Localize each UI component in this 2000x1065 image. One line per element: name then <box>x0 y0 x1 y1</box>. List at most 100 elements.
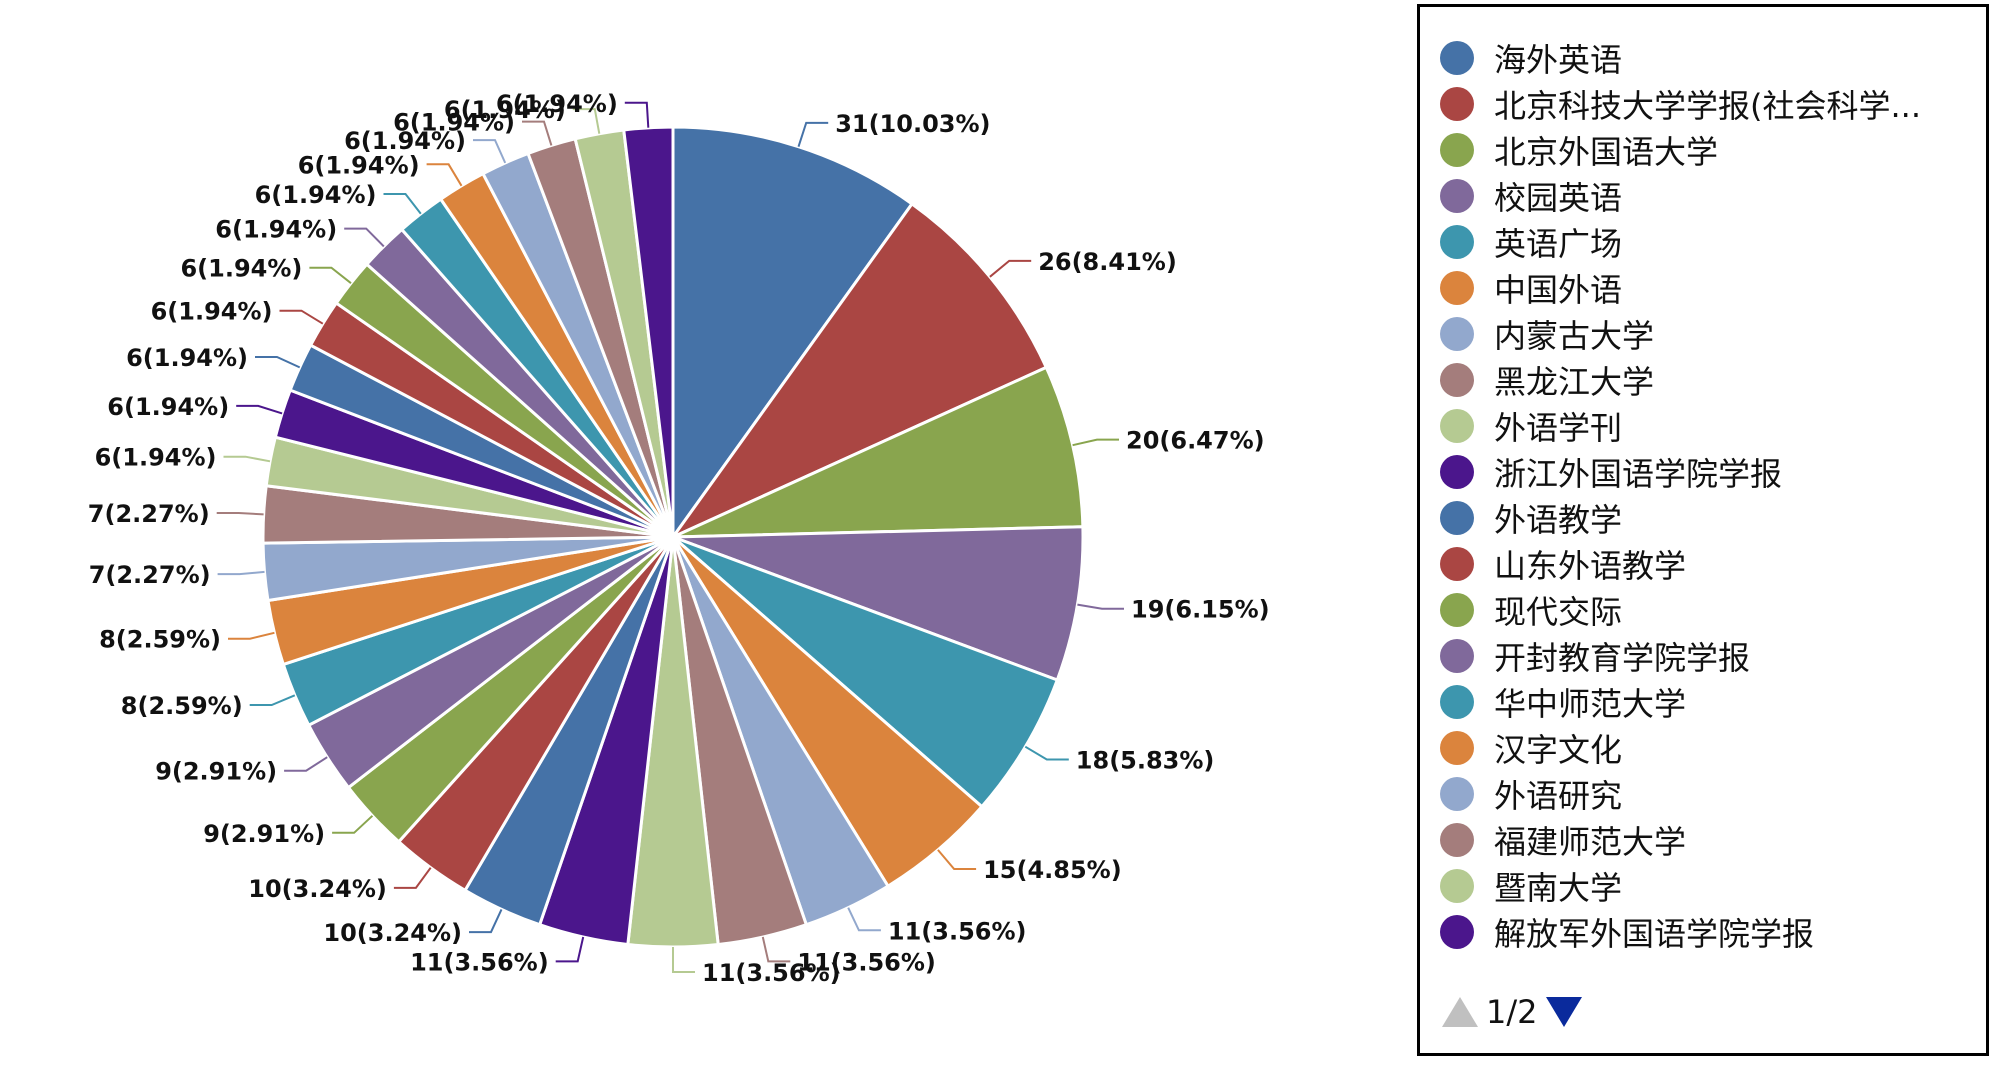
data-label: 26(8.41%) <box>1038 248 1177 276</box>
leader-line <box>255 356 301 369</box>
legend-label: 外语学刊 <box>1494 409 1623 447</box>
data-label: 6(1.94%) <box>107 393 229 421</box>
leader-line <box>217 570 265 576</box>
legend-item[interactable]: 北京外国语大学 <box>1440 127 1986 173</box>
legend-marker-icon <box>1440 501 1474 535</box>
legend-marker-icon <box>1440 41 1474 75</box>
legend-marker-icon <box>1440 225 1474 259</box>
legend-marker-icon <box>1440 869 1474 903</box>
legend-item[interactable]: 中国外语 <box>1440 265 1986 311</box>
legend-marker-icon <box>1440 685 1474 719</box>
legend-marker-icon <box>1440 363 1474 397</box>
legend-label: 解放军外国语学院学报 <box>1494 915 1815 953</box>
legend-item[interactable]: 外语学刊 <box>1440 403 1986 449</box>
legend-marker-icon <box>1440 271 1474 305</box>
leader-line <box>572 108 601 134</box>
leader-line <box>393 867 432 889</box>
data-label: 9(2.91%) <box>155 758 277 786</box>
pie-chart: 31(10.03%) 26(8.41%) 20(6.47%) 19(6.15%) 18(… <box>88 90 1270 987</box>
legend-item[interactable]: 暨南大学 <box>1440 863 1986 909</box>
data-label: 6(1.94%) <box>95 444 217 472</box>
legend-label: 北京科技大学学报(社会科学... <box>1494 87 1922 125</box>
legend-item[interactable]: 外语研究 <box>1440 771 1986 817</box>
legend-item[interactable]: 黑龙江大学 <box>1440 357 1986 403</box>
legend-item[interactable]: 山东外语教学 <box>1440 541 1986 587</box>
leader-line <box>279 309 324 325</box>
pie-slice[interactable] <box>622 125 675 539</box>
legend-label: 中国外语 <box>1494 271 1623 309</box>
data-label: 11(3.56%) <box>702 959 841 987</box>
legend: 海外英语北京科技大学学报(社会科学... 北京外国语大学校园英语英语广场中国外语内… <box>1417 4 1989 1056</box>
data-label: 6(1.94%) <box>298 151 420 179</box>
leader-line <box>223 455 271 463</box>
legend-item[interactable]: 福建师范大学 <box>1440 817 1986 863</box>
data-label: 9(2.91%) <box>203 820 325 848</box>
legend-item[interactable]: 解放军外国语学院学报 <box>1440 909 1986 955</box>
legend-item[interactable]: 汉字文化 <box>1440 725 1986 771</box>
legend-label: 英语广场 <box>1494 225 1623 263</box>
legend-next-page-icon[interactable] <box>1545 997 1582 1027</box>
legend-item[interactable]: 开封教育学院学报 <box>1440 633 1986 679</box>
legend-page-indicator: 1/2 <box>1486 993 1538 1031</box>
data-label: 8(2.59%) <box>99 626 221 654</box>
leader-line <box>426 163 463 187</box>
legend-item[interactable]: 校园英语 <box>1440 173 1986 219</box>
leader-line <box>309 266 352 284</box>
data-label: 10(3.24%) <box>248 875 387 903</box>
leader-line <box>761 936 791 963</box>
data-label: 6(1.94%) <box>393 109 515 137</box>
leader-line <box>847 907 881 932</box>
leader-line <box>989 259 1032 278</box>
pie-slice[interactable] <box>671 525 1085 682</box>
legend-marker-icon <box>1440 409 1474 443</box>
legend-item[interactable]: 北京科技大学学报(社会科学... <box>1440 81 1986 127</box>
data-label: 15(4.85%) <box>983 856 1122 884</box>
pie-slice[interactable] <box>671 365 1085 539</box>
legend-item[interactable]: 华中师范大学 <box>1440 679 1986 725</box>
leader-line <box>1024 745 1069 761</box>
leader-line <box>522 120 553 146</box>
legend-marker-icon <box>1440 455 1474 489</box>
data-label: 7(2.27%) <box>88 500 210 528</box>
data-label: 11(3.56%) <box>888 917 1027 945</box>
legend-items: 海外英语北京科技大学学报(社会科学... 北京外国语大学校园英语英语广场中国外语内… <box>1440 35 1986 982</box>
leader-line <box>555 936 585 963</box>
leader-line <box>937 849 977 870</box>
legend-item[interactable]: 内蒙古大学 <box>1440 311 1986 357</box>
legend-label: 黑龙江大学 <box>1494 363 1655 401</box>
legend-item[interactable]: 海外英语 <box>1440 35 1986 81</box>
legend-marker-icon <box>1440 317 1474 351</box>
legend-item[interactable]: 浙江外国语学院学报 <box>1440 449 1986 495</box>
leader-line <box>236 404 283 415</box>
leader-line <box>797 121 829 148</box>
legend-item[interactable]: 英语广场 <box>1440 219 1986 265</box>
legend-label: 浙江外国语学院学报 <box>1494 455 1783 493</box>
legend-item[interactable]: 外语教学 <box>1440 495 1986 541</box>
leader-line <box>216 512 264 516</box>
legend-label: 外语教学 <box>1494 501 1623 539</box>
pie-data-labels: 31(10.03%) 26(8.41%) 20(6.47%) 19(6.15%) 18(… <box>88 90 1270 987</box>
legend-label: 外语研究 <box>1494 777 1623 815</box>
legend-label: 福建师范大学 <box>1494 823 1687 861</box>
legend-label: 内蒙古大学 <box>1494 317 1655 355</box>
legend-label: 华中师范大学 <box>1494 685 1687 723</box>
legend-label: 开封教育学院学报 <box>1494 639 1751 677</box>
data-label: 7(2.27%) <box>89 561 211 589</box>
leader-line <box>383 193 422 215</box>
legend-item[interactable]: 现代交际 <box>1440 587 1986 633</box>
pie-slice[interactable] <box>671 202 1048 539</box>
leader-line <box>1072 438 1119 447</box>
data-label: 6(1.94%) <box>344 127 466 155</box>
leader-line <box>228 631 275 640</box>
leader-line <box>249 694 296 706</box>
data-label: 6(1.94%) <box>126 344 248 372</box>
leader-line <box>672 947 695 973</box>
legend-label: 山东外语教学 <box>1494 547 1687 585</box>
legend-label: 校园英语 <box>1494 179 1623 217</box>
leader-line <box>344 227 385 248</box>
data-label: 6(1.94%) <box>255 181 377 209</box>
legend-prev-page-icon[interactable] <box>1442 997 1478 1027</box>
legend-marker-icon <box>1440 179 1474 213</box>
pie-slice[interactable] <box>671 535 1059 809</box>
data-label: 6(1.94%) <box>180 255 302 283</box>
